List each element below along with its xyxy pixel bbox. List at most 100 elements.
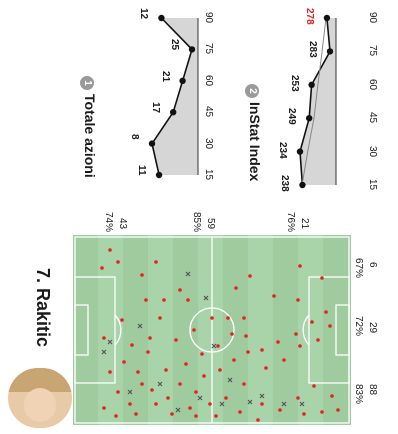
successful-action-mark [154, 402, 158, 406]
successful-action-mark [296, 396, 300, 400]
chart2-data-label: 238 [279, 175, 291, 192]
unsuccessful-action-mark [259, 393, 265, 399]
successful-action-mark [148, 336, 152, 340]
successful-action-mark [272, 294, 276, 298]
unsuccessful-action-mark [281, 401, 287, 407]
unsuccessful-action-mark [299, 401, 305, 407]
unsuccessful-action-mark [101, 349, 107, 355]
chart-instat-index [296, 14, 337, 189]
chart1-tick-label: 60 [203, 74, 214, 86]
chart1-tick-label: 15 [203, 169, 214, 181]
chart1-tick-label: 30 [203, 137, 214, 149]
successful-action-mark [170, 412, 174, 416]
chart2-series-line [299, 17, 331, 186]
successful-action-mark [154, 260, 158, 264]
successful-action-mark [144, 298, 148, 302]
successful-action-mark [140, 382, 144, 386]
face-shape [24, 388, 56, 422]
chart2-badge: 2 [245, 84, 259, 98]
successful-action-mark [256, 418, 260, 422]
successful-action-mark [294, 332, 298, 336]
successful-action-mark [276, 340, 280, 344]
unsuccessful-action-mark [157, 381, 163, 387]
chart1-series-line [151, 17, 193, 176]
successful-action-mark [134, 412, 138, 416]
successful-action-mark [162, 298, 166, 302]
chart1-data-label: 17 [150, 102, 162, 114]
successful-action-mark [260, 348, 264, 352]
third-total-3: 21 [299, 218, 310, 230]
successful-action-mark [244, 334, 248, 338]
successful-action-mark [122, 360, 126, 364]
chart2-tick-label: 45 [367, 112, 378, 124]
unsuccessful-action-mark [127, 389, 133, 395]
unsuccessful-action-mark [197, 395, 203, 401]
chart2-tick-label: 15 [367, 179, 378, 191]
chart1-point [169, 109, 177, 116]
successful-action-mark [282, 358, 286, 362]
successful-action-mark [234, 286, 238, 290]
chart2-title-block: 2 InStat Index [245, 84, 263, 181]
unsuccessful-action-mark [203, 295, 209, 301]
band-total-2: 29 [367, 322, 378, 334]
third-total-1: 43 [117, 218, 128, 230]
successful-action-mark [108, 370, 112, 374]
unsuccessful-action-mark [247, 399, 253, 405]
unsuccessful-action-mark [107, 339, 113, 345]
avatar [8, 368, 72, 428]
successful-action-mark [214, 414, 218, 418]
successful-action-mark [166, 396, 170, 400]
successful-action-mark [164, 368, 168, 372]
successful-action-mark [114, 414, 118, 418]
successful-action-mark [336, 408, 340, 412]
successful-action-mark [320, 276, 324, 280]
chart1-tick-label: 90 [203, 12, 214, 24]
chart1-point [148, 140, 156, 147]
action-marks [100, 248, 340, 422]
successful-action-mark [232, 358, 236, 362]
unsuccessful-action-mark [227, 377, 233, 383]
successful-action-mark [188, 406, 192, 410]
third-percent-2: 85% [191, 212, 202, 233]
chart1-data-label: 8 [129, 133, 140, 140]
successful-action-mark [302, 412, 306, 416]
unsuccessful-action-mark [219, 401, 225, 407]
chart2-data-label: 234 [277, 141, 288, 159]
successful-action-mark [226, 316, 230, 320]
successful-action-mark [108, 248, 112, 252]
chart1-data-label: 25 [169, 39, 180, 51]
third-total-2: 59 [205, 218, 216, 230]
successful-action-mark [146, 350, 150, 354]
chart2-tick-label: 30 [367, 145, 378, 157]
chart1-data-label: 11 [136, 165, 148, 176]
band-percent-3: 83% [353, 384, 364, 405]
pitch [73, 235, 351, 425]
chart2-point [308, 81, 315, 89]
chart1-points [148, 14, 196, 179]
unsuccessful-action-mark [137, 323, 143, 329]
chart2-data-label: 253 [288, 74, 300, 92]
band-total-3: 88 [367, 384, 378, 396]
successful-action-mark [328, 324, 332, 328]
successful-action-mark [324, 310, 328, 314]
successful-action-mark [140, 273, 144, 277]
third-percent-1: 74% [103, 212, 114, 233]
successful-action-mark [158, 316, 162, 320]
successful-action-mark [242, 316, 246, 320]
successful-action-mark [298, 264, 302, 268]
unsuccessful-action-mark [175, 407, 181, 413]
successful-action-mark [278, 408, 282, 412]
successful-action-mark [330, 394, 334, 398]
successful-action-mark [264, 366, 268, 370]
successful-action-mark [310, 320, 314, 324]
successful-action-mark [296, 298, 300, 302]
chart1-tick-label: 75 [203, 43, 214, 55]
successful-action-mark [312, 384, 316, 388]
chart2-point [299, 181, 306, 189]
chart2-point [326, 48, 334, 55]
chart2-point [305, 115, 313, 122]
successful-action-mark [116, 260, 120, 264]
successful-action-mark [316, 338, 320, 342]
successful-action-mark [210, 316, 214, 320]
successful-action-mark [224, 396, 228, 400]
